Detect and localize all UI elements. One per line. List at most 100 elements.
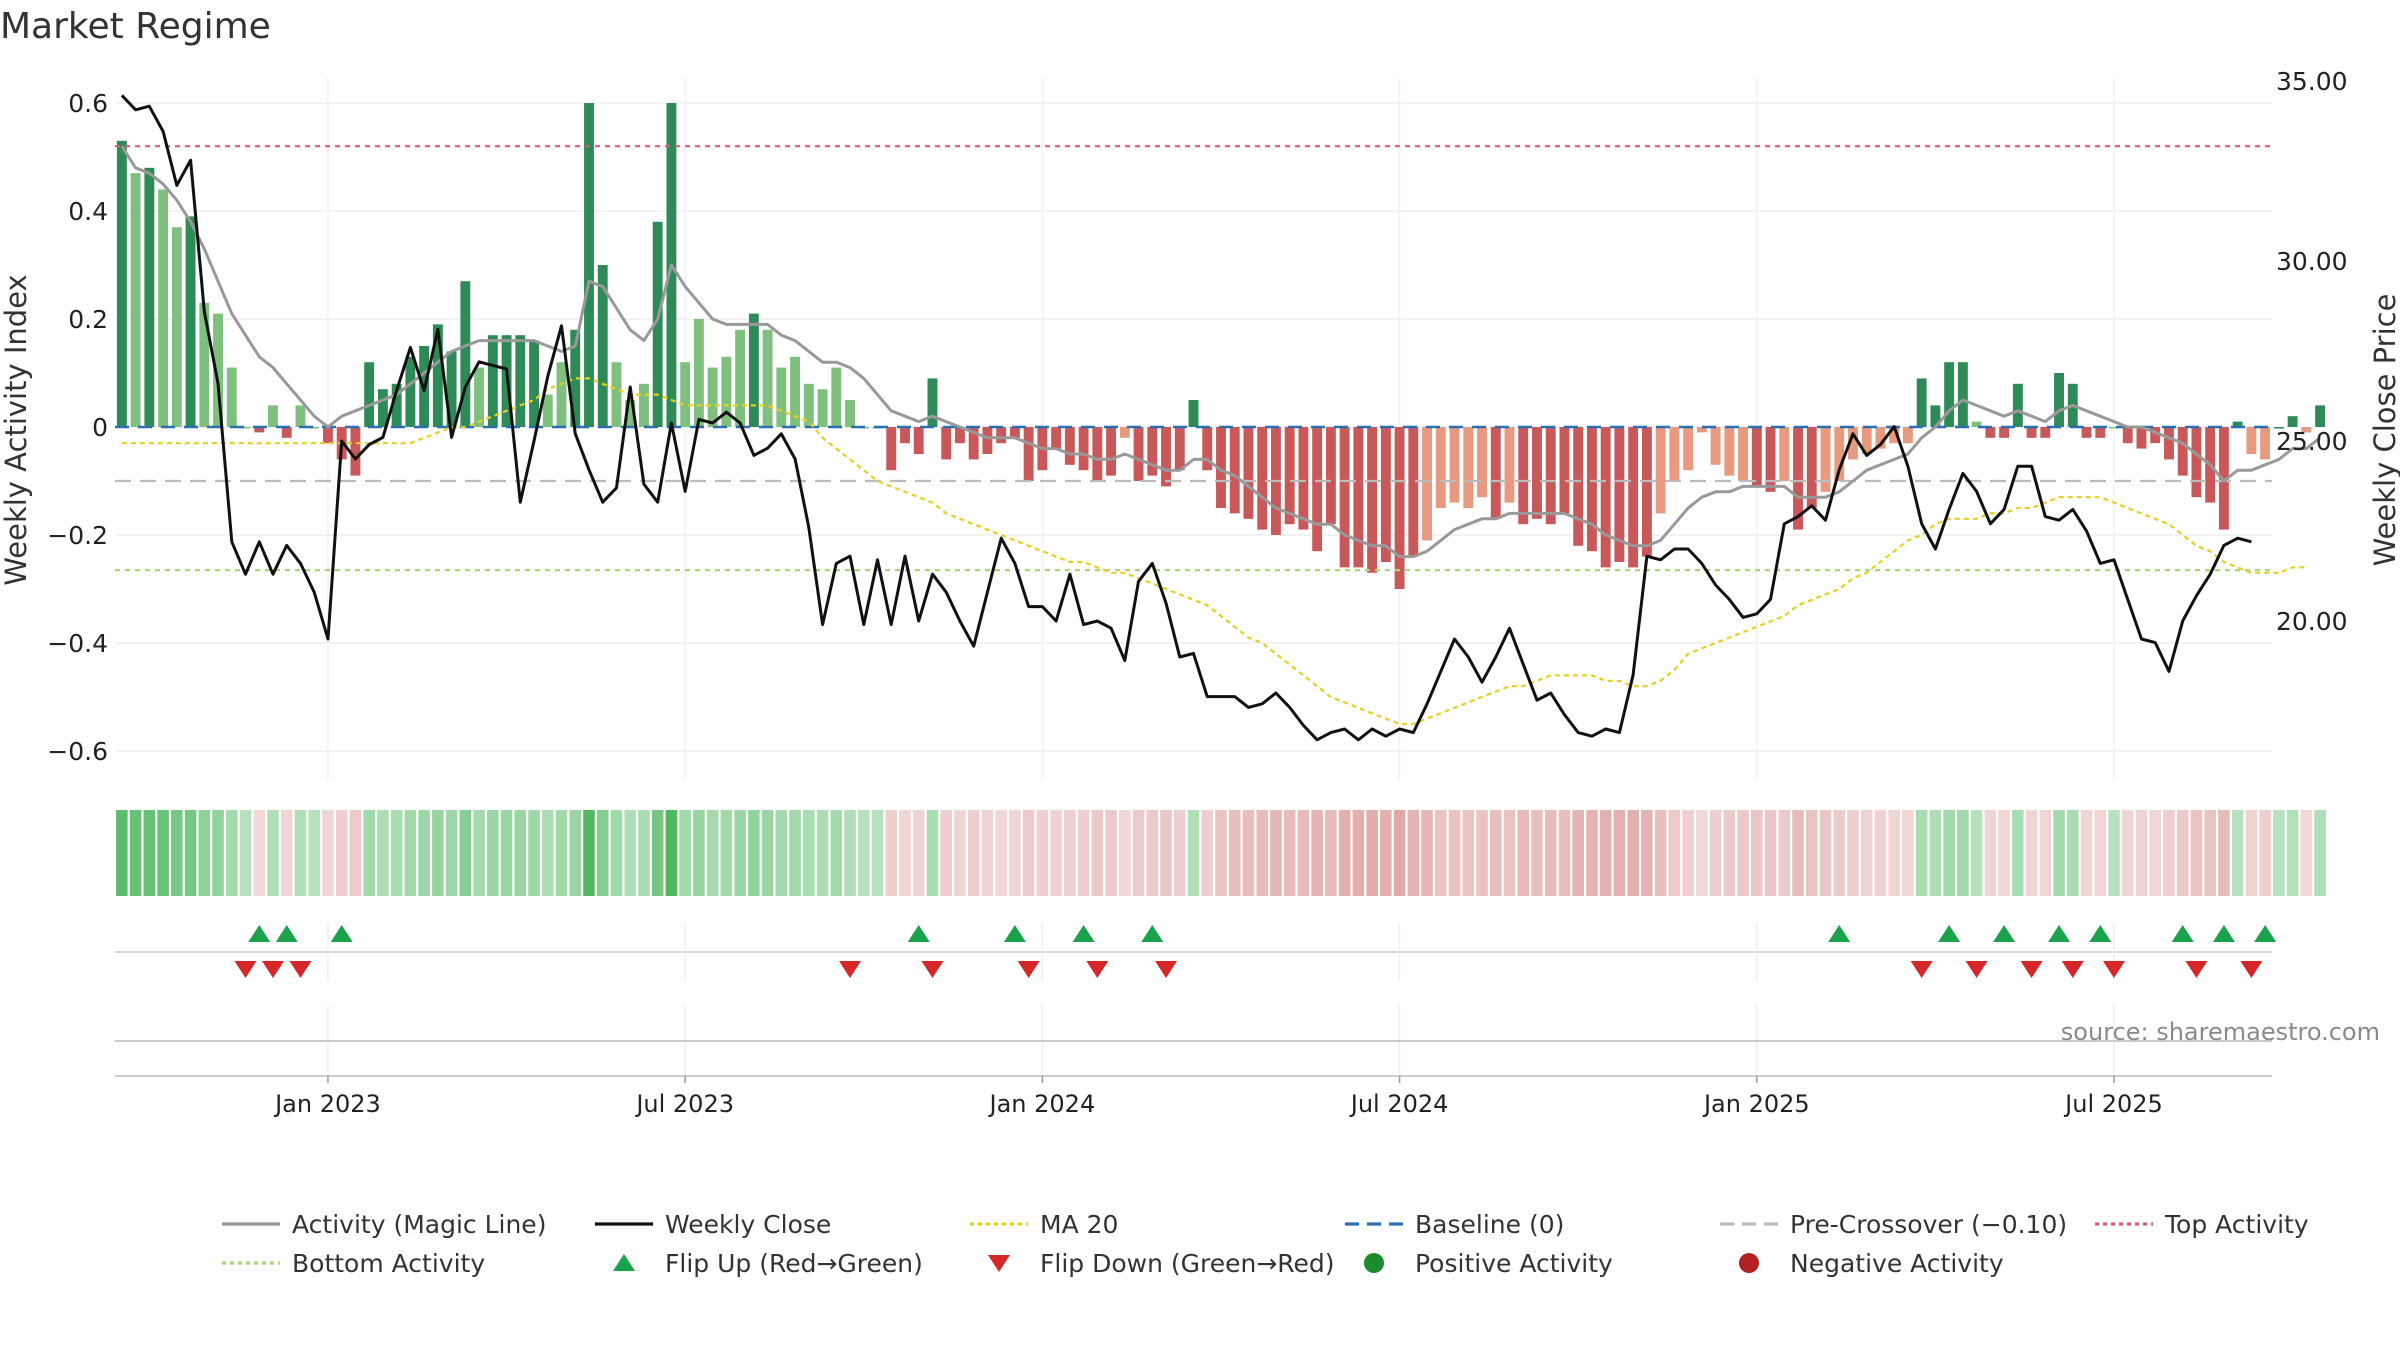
activity-bars bbox=[116, 103, 2326, 589]
regime-strip-cell bbox=[280, 810, 293, 896]
regime-strip-cell bbox=[459, 810, 472, 896]
legend-swatch bbox=[1739, 1253, 1759, 1273]
regime-strip-cell bbox=[1448, 810, 1461, 896]
regime-strip-cell bbox=[253, 810, 266, 896]
activity-bar bbox=[1985, 427, 1996, 438]
regime-strip-cell bbox=[940, 810, 952, 896]
activity-bar bbox=[1435, 427, 1446, 508]
activity-bar bbox=[1312, 427, 1323, 552]
regime-strip-cell bbox=[1737, 810, 1749, 896]
activity-bar bbox=[954, 427, 965, 444]
activity-bar bbox=[638, 383, 649, 427]
activity-bar bbox=[1559, 427, 1570, 514]
activity-bar bbox=[1051, 427, 1062, 449]
activity-bar bbox=[1394, 427, 1405, 589]
regime-strip-cell bbox=[473, 810, 485, 896]
regime-strip-cell bbox=[1064, 810, 1076, 896]
flip-down-marker bbox=[839, 961, 862, 978]
activity-bar bbox=[735, 329, 746, 427]
regime-strip-cell bbox=[583, 810, 595, 896]
regime-strip-cell bbox=[1476, 810, 1488, 896]
regime-strip-cell bbox=[184, 810, 197, 896]
regime-strip-cell bbox=[1352, 810, 1365, 896]
legend: Activity (Magic Line) Weekly Close MA 20 Ba… bbox=[222, 1210, 2309, 1278]
activity-bar bbox=[1202, 427, 1213, 471]
grid-layer bbox=[115, 78, 2272, 780]
regime-strip-cell bbox=[555, 810, 568, 896]
regime-strip-cell bbox=[1160, 810, 1172, 896]
legend-item: Flip Down (Green→Red) bbox=[988, 1249, 1335, 1278]
regime-strip-cell bbox=[349, 810, 362, 896]
activity-bar bbox=[1573, 427, 1584, 546]
regime-strip-cell bbox=[844, 810, 856, 896]
activity-bar bbox=[1147, 427, 1158, 476]
regime-strip-cell bbox=[212, 810, 224, 896]
activity-bar bbox=[2081, 427, 2092, 438]
activity-bar bbox=[254, 427, 265, 433]
legend-item: MA 20 bbox=[970, 1210, 1118, 1239]
activity-bar bbox=[2122, 427, 2133, 444]
regime-strip-cell bbox=[1599, 810, 1612, 896]
flip-down-marker bbox=[2185, 961, 2208, 978]
regime-strip-cell bbox=[706, 810, 719, 896]
regime-strip-cell bbox=[1242, 810, 1255, 896]
regime-strip-cell bbox=[1187, 810, 1200, 896]
regime-strip-cell bbox=[2149, 810, 2161, 896]
activity-bar bbox=[611, 362, 622, 427]
regime-strip-cell bbox=[638, 810, 650, 896]
flip-up-marker bbox=[1003, 925, 1026, 942]
regime-strip-cell bbox=[143, 810, 156, 896]
activity-bar bbox=[446, 351, 457, 427]
activity-bar bbox=[529, 340, 539, 427]
activity-bar bbox=[1216, 427, 1226, 508]
regime-strip-cell bbox=[1915, 810, 1928, 896]
regime-strip-cell bbox=[1228, 810, 1241, 896]
y-left-tick-label: 0.2 bbox=[68, 305, 108, 334]
activity-bar bbox=[2218, 427, 2229, 530]
weekly-close-line bbox=[120, 94, 2252, 742]
activity-bar bbox=[130, 173, 141, 427]
flip-down-marker bbox=[2103, 961, 2126, 978]
legend-item: Flip Up (Red→Green) bbox=[613, 1249, 923, 1278]
activity-bar bbox=[2054, 373, 2064, 427]
activity-bar bbox=[1765, 427, 1776, 492]
regime-strip-cell bbox=[1256, 810, 1268, 896]
flip-up-marker bbox=[1072, 925, 1095, 942]
regime-strip-cell bbox=[857, 810, 870, 896]
regime-strip-cell bbox=[1778, 810, 1791, 896]
regime-strip-cell bbox=[445, 810, 458, 896]
regime-strip-cell bbox=[926, 810, 939, 896]
activity-bar bbox=[2026, 427, 2037, 438]
x-tick-label: Jul 2023 bbox=[634, 1090, 734, 1118]
legend-label: Top Activity bbox=[2164, 1210, 2309, 1239]
flip-down-marker bbox=[2061, 961, 2084, 978]
activity-bar bbox=[1820, 427, 1831, 492]
regime-strip-cell bbox=[1943, 810, 1955, 896]
activity-bar bbox=[1875, 427, 1886, 449]
regime-strip-cell bbox=[2245, 810, 2258, 896]
regime-strip-cell bbox=[2012, 810, 2024, 896]
activity-bar bbox=[1957, 362, 1968, 427]
activity-bar bbox=[1861, 427, 1872, 454]
y-right-tick-label: 35.00 bbox=[2276, 67, 2348, 96]
regime-strip-cell bbox=[624, 810, 636, 896]
y-left-tick-label: −0.2 bbox=[47, 521, 108, 550]
activity-bar bbox=[1710, 427, 1721, 465]
regime-strip-cell bbox=[1421, 810, 1433, 896]
regime-strip-cell bbox=[1792, 810, 1804, 896]
activity-bar bbox=[1009, 427, 1020, 438]
activity-bar bbox=[913, 427, 924, 454]
activity-bar bbox=[323, 427, 333, 444]
activity-bar bbox=[1916, 378, 1927, 427]
regime-strip-cell bbox=[2163, 810, 2175, 896]
legend-item: Baseline (0) bbox=[1345, 1210, 1564, 1239]
activity-bar bbox=[1889, 427, 1900, 444]
axis-layer: 0.6 0.4 0.2 0 −0.2 −0.4 −0.6 35.00 30.00 25.00 20.… bbox=[47, 67, 2347, 766]
activity-bar bbox=[941, 427, 952, 460]
flip-down-marker bbox=[2240, 961, 2263, 978]
activity-bar bbox=[1408, 427, 1419, 557]
regime-strip-cell bbox=[1132, 810, 1145, 896]
activity-bar bbox=[570, 329, 581, 427]
regime-strip-cell bbox=[1503, 810, 1516, 896]
regime-strip-cell bbox=[1119, 810, 1131, 896]
